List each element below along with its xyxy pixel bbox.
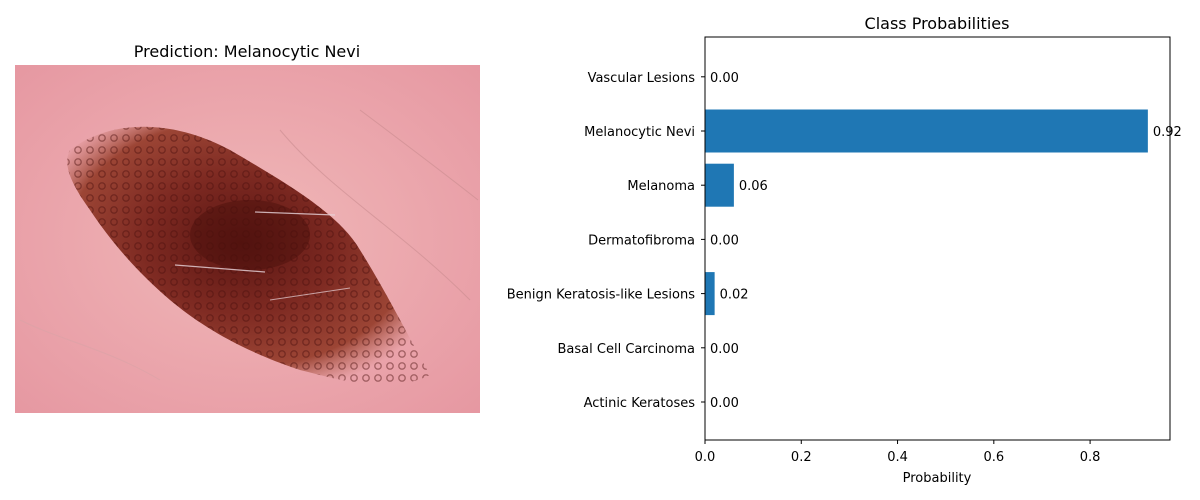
bar-value-label: 0.06: [739, 179, 768, 194]
x-tick-label: 0.4: [887, 450, 908, 465]
y-axis-ticks: Actinic Keratoses Basal Cell Carcinoma Ben…: [507, 71, 705, 411]
x-axis-ticks: 0.0 0.2 0.4 0.6 0.8: [695, 440, 1101, 465]
bar-value-label: 0.00: [710, 342, 739, 357]
image-panel-title: Prediction: Melanocytic Nevi: [134, 42, 360, 61]
y-tick-label: Benign Keratosis-like Lesions: [507, 288, 695, 303]
axes-frame: [704, 36, 1171, 441]
chart-title: Class Probabilities: [865, 14, 1010, 33]
bar: [705, 272, 715, 316]
y-tick-label: Melanocytic Nevi: [584, 125, 695, 140]
y-tick-label: Melanoma: [627, 179, 695, 194]
x-axis-label: Probability: [903, 471, 972, 486]
bar-value-label: 0.00: [710, 71, 739, 86]
y-tick-label: Vascular Lesions: [588, 71, 696, 86]
bar-value-label: 0.92: [1153, 125, 1182, 140]
bar-series: [705, 109, 1148, 316]
bar: [705, 163, 734, 207]
value-labels: 0.00 0.00 0.02 0.00 0.06 0.92 0.00: [710, 71, 1182, 411]
lesion-image: [15, 65, 480, 413]
y-tick-label: Dermatofibroma: [588, 233, 695, 248]
bar-value-label: 0.00: [710, 233, 739, 248]
x-tick-label: 0.2: [791, 450, 812, 465]
bar-value-label: 0.02: [720, 288, 749, 303]
y-tick-label: Actinic Keratoses: [584, 396, 696, 411]
x-tick-label: 0.0: [695, 450, 716, 465]
x-tick-label: 0.6: [983, 450, 1004, 465]
x-tick-label: 0.8: [1080, 450, 1101, 465]
bar-value-label: 0.00: [710, 396, 739, 411]
bar: [705, 109, 1148, 153]
y-tick-label: Basal Cell Carcinoma: [558, 342, 695, 357]
